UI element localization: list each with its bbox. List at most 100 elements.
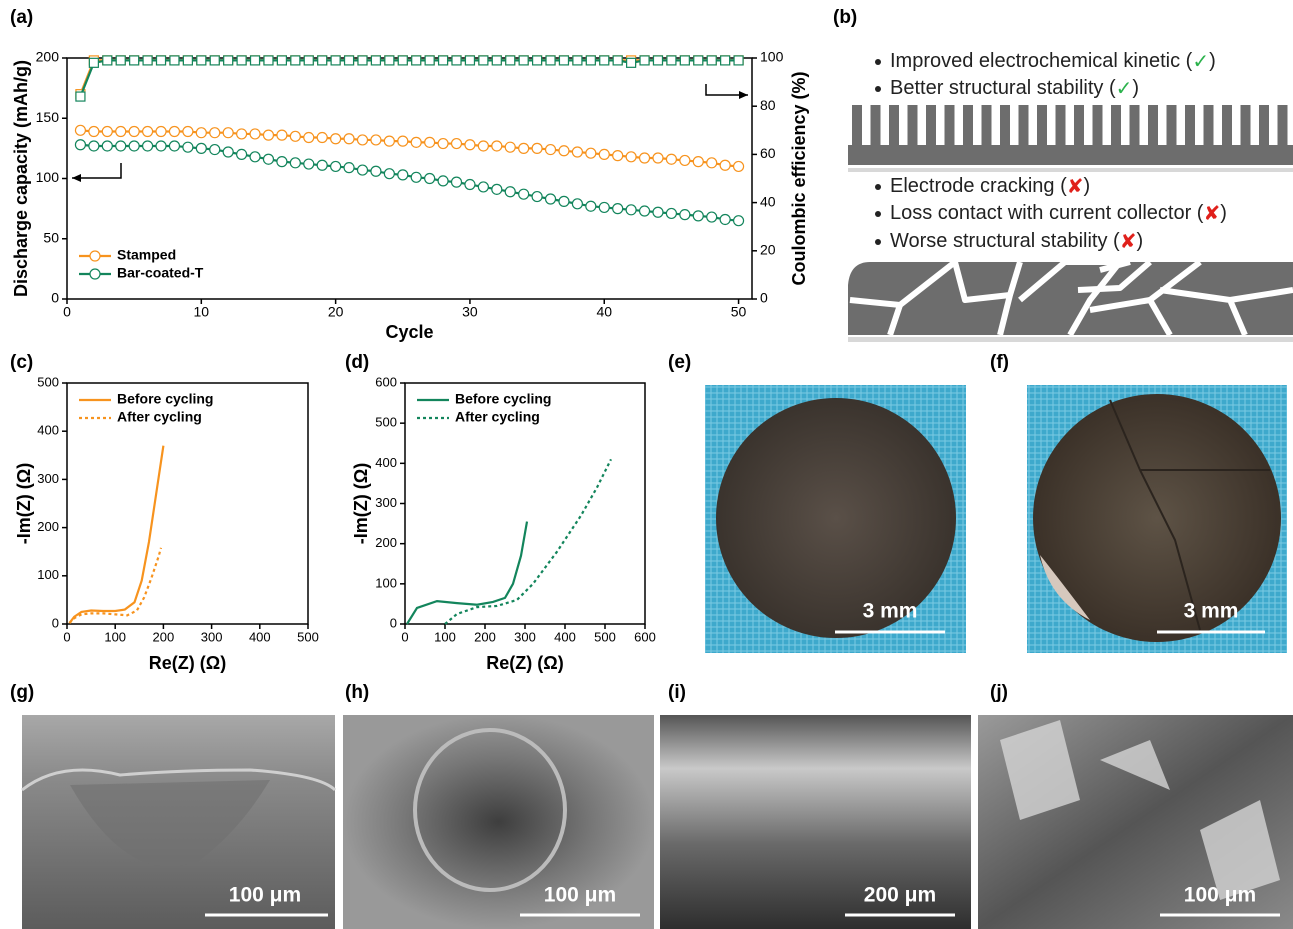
pillar [1093,105,1103,147]
y-tick-label: 100 [375,575,397,590]
data-point [439,56,448,65]
data-point [707,56,716,65]
check-mark: ✓ [1192,49,1209,73]
data-point [546,194,556,204]
x-tick-label: 400 [249,629,271,644]
x-tick-label: 0 [401,629,408,644]
data-point [196,128,206,138]
bullet-label: Loss contact with current collector ( [890,202,1204,224]
data-point [425,137,435,147]
pillar [1204,105,1214,147]
data-point [519,56,528,65]
panel-label: (g) [10,682,34,703]
data-point [613,56,622,65]
electrode-pillars [852,105,1288,147]
legend-label: Stamped [117,247,176,263]
bullet-label: Worse structural stability ( [890,230,1120,252]
pillar [1185,105,1195,147]
panel-label: (e) [668,352,691,373]
figure: (a)(b)(c)(d)(e)(f)(g)(h)(i)(j)Improved e… [0,0,1293,929]
data-point [666,154,676,164]
data-point [102,141,112,151]
bullet-label: Electrode cracking ( [890,175,1067,197]
data-point [183,142,193,152]
cross-mark: ✘ [1067,174,1084,198]
data-point [183,127,193,137]
data-point [130,56,139,65]
bullet-end: ) [1209,50,1216,72]
data-point [196,143,206,153]
pillar [1148,105,1158,147]
y-tick-label: 0 [390,615,397,630]
x-tick-label: 500 [594,629,616,644]
electrode-disc [716,398,956,638]
data-point [304,56,313,65]
pillar [945,105,955,147]
y2-tick-label: 100 [760,49,784,65]
bullet [875,184,881,190]
data-point [653,207,663,217]
series-line [407,522,527,624]
data-point [210,56,219,65]
pillar [926,105,936,147]
y-tick-label: 200 [36,49,60,65]
data-point [89,58,98,67]
arrow-head [72,174,81,182]
bullet-text: Better structural stability (✓) [890,76,1139,100]
data-point [586,148,596,158]
bullet-label: Improved electrochemical kinetic ( [890,50,1193,72]
legend-marker [90,251,100,261]
x-tick-label: 0 [63,629,70,644]
x-tick-label: 300 [201,629,223,644]
x-tick-label: 0 [63,304,71,320]
data-point [478,182,488,192]
panel-label: (d) [345,352,369,373]
panel-label: (j) [990,682,1008,703]
legend-label: Before cycling [117,391,213,407]
pillar [908,105,918,147]
data-point [157,56,166,65]
data-point [344,134,354,144]
y-axis-label: -Im(Z) (Ω) [14,463,34,544]
x-tick-label: 10 [194,304,210,320]
x-axis-label: Re(Z) (Ω) [486,653,563,673]
data-point [143,141,153,151]
bullet [875,86,881,92]
data-point [76,92,85,101]
x-tick-label: 200 [153,629,175,644]
y-tick-label: 100 [37,567,59,582]
data-point [492,141,502,151]
x-tick-label: 20 [328,304,344,320]
data-point [384,136,394,146]
data-point [572,199,582,209]
x-tick-label: 600 [634,629,656,644]
data-point [89,127,99,137]
data-point [129,127,139,137]
data-point [479,56,488,65]
data-point [412,56,421,65]
series-line [69,446,163,623]
x-tick-label: 50 [731,304,747,320]
data-point [707,212,717,222]
data-point [223,128,233,138]
data-point [143,56,152,65]
pillar [1037,105,1047,147]
x-tick-label: 300 [514,629,536,644]
bullet-end: ) [1084,175,1091,197]
y-tick-label: 200 [37,519,59,534]
data-point [734,216,744,226]
data-point [102,127,112,137]
bullet-text: Electrode cracking (✘) [890,174,1090,198]
bullet-text: Improved electrochemical kinetic (✓) [890,49,1216,73]
data-point [75,125,85,135]
data-point [546,56,555,65]
y2-tick-label: 40 [760,193,776,209]
data-point [573,56,582,65]
data-point [290,131,300,141]
pillar [963,105,973,147]
pillar [889,105,899,147]
bullet-end: ) [1136,230,1143,252]
data-point [586,56,595,65]
photo-e [705,385,966,653]
data-point [103,56,112,65]
